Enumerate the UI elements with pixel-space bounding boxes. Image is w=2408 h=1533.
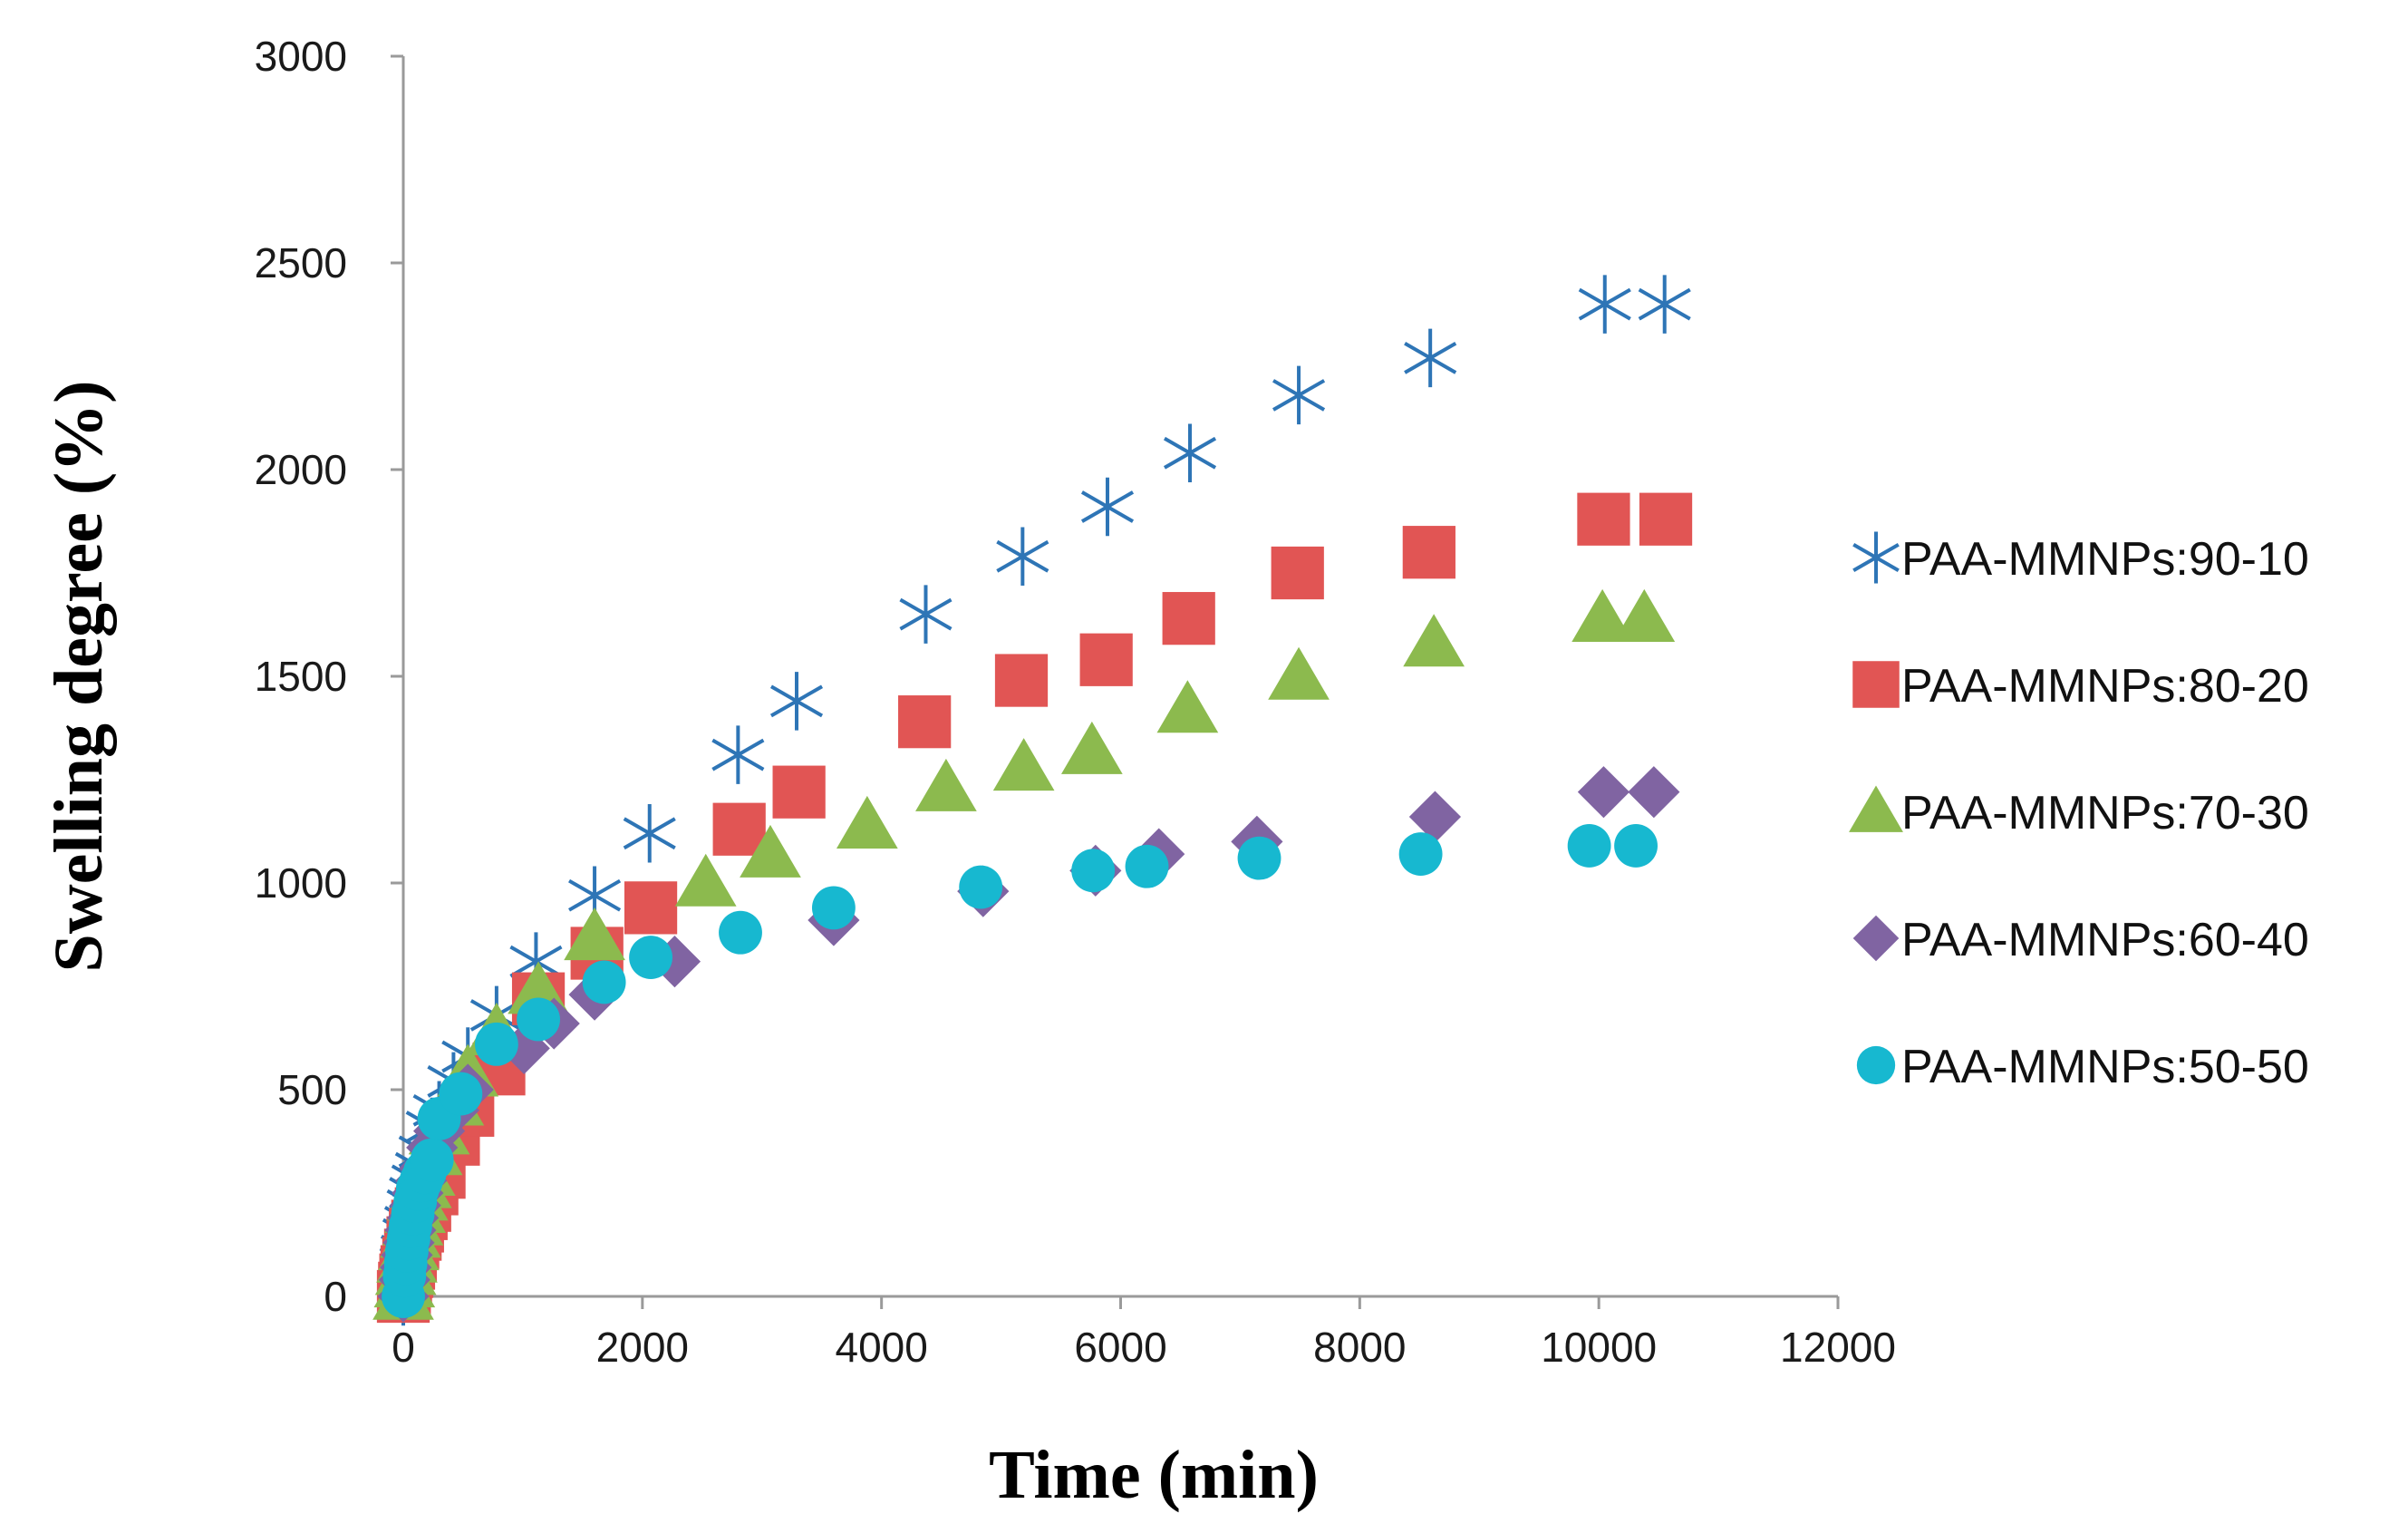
data-point: [959, 865, 1003, 909]
data-point: [915, 758, 977, 811]
y-tick-label: 2000: [255, 446, 347, 493]
data-point: [740, 824, 801, 878]
data-point: [996, 527, 1049, 586]
axis-ticks: 0 2000 4000 6000 8000 10000 12000 0 500 1000 1500 2…: [255, 33, 1896, 1371]
data-point: [1578, 275, 1631, 334]
data-point: [836, 795, 898, 849]
y-axis-title: Swelling degree (%): [41, 381, 117, 973]
x-tick-label: 0: [392, 1324, 415, 1371]
y-tick-label: 1500: [255, 653, 347, 700]
y-tick-label: 0: [324, 1273, 347, 1320]
x-axis-title: Time (min): [989, 1437, 1319, 1513]
y-tick-label: 2500: [255, 239, 347, 286]
data-point: [439, 1072, 483, 1116]
data-point: [1237, 836, 1281, 880]
legend-label: PAA-MMNPs:70-30: [1901, 787, 2309, 839]
x-tick-label: 2000: [596, 1324, 689, 1371]
data-point: [629, 936, 672, 979]
data-point: [1268, 646, 1330, 700]
data-point: [1163, 423, 1217, 482]
legend-label: PAA-MMNPs:50-50: [1901, 1041, 2309, 1093]
data-point: [1577, 492, 1630, 546]
data-point: [1404, 328, 1457, 388]
data-point: [711, 725, 765, 784]
data-point: [1577, 766, 1630, 819]
data-point: [1272, 365, 1326, 425]
data-point: [1402, 526, 1455, 579]
data-point: [474, 1022, 518, 1066]
legend-label: PAA-MMNPs:80-20: [1901, 660, 2309, 713]
legend-marker: [1852, 661, 1900, 708]
data-point: [674, 853, 737, 907]
data-point: [712, 802, 766, 856]
x-tick-label: 10000: [1541, 1324, 1657, 1371]
data-point: [1567, 824, 1611, 868]
data-point: [1398, 832, 1443, 877]
x-tick-label: 6000: [1074, 1324, 1166, 1371]
series-4: [377, 766, 1680, 1323]
data-point: [564, 907, 625, 961]
legend-marker: [1852, 915, 1900, 962]
x-tick-label: 12000: [1780, 1324, 1896, 1371]
series-1: [376, 275, 1691, 1326]
data-point: [1080, 477, 1135, 537]
data-point: [1071, 849, 1116, 893]
data-point: [1162, 592, 1215, 645]
y-tick-label: 3000: [255, 33, 347, 80]
data-point: [719, 910, 762, 955]
series-5: [382, 824, 1658, 1318]
data-point: [1614, 824, 1658, 868]
data-point: [1613, 588, 1676, 642]
data-point: [1403, 614, 1465, 667]
data-point: [772, 765, 826, 819]
data-point: [623, 804, 676, 863]
data-point: [811, 886, 856, 930]
data-point: [899, 585, 953, 644]
legend: PAA-MMNPs:90-10 PAA-MMNPs:80-20 PAA-MMNPs:…: [1849, 531, 2309, 1093]
data-point: [624, 881, 678, 935]
legend-marker: [1852, 531, 1900, 584]
data-point: [1571, 588, 1633, 642]
x-tick-label: 8000: [1313, 1324, 1406, 1371]
legend-label: PAA-MMNPs:90-10: [1901, 533, 2309, 586]
data-point: [994, 654, 1049, 707]
legend-marker: [1856, 1045, 1896, 1085]
legend-label: PAA-MMNPs:60-40: [1901, 914, 2309, 966]
data-points: [372, 275, 1693, 1326]
data-point: [1638, 275, 1691, 334]
data-point: [1628, 766, 1680, 819]
data-point: [582, 960, 626, 1004]
data-point: [517, 997, 560, 1042]
data-point: [1271, 546, 1324, 600]
data-point: [1079, 633, 1133, 686]
data-point: [992, 738, 1055, 791]
data-point: [1125, 844, 1169, 888]
y-tick-label: 500: [277, 1066, 347, 1113]
x-tick-label: 4000: [835, 1324, 927, 1371]
data-point: [1408, 791, 1462, 843]
data-point: [1639, 492, 1693, 546]
legend-marker: [1849, 785, 1903, 832]
data-point: [410, 1138, 454, 1182]
y-tick-label: 1000: [255, 859, 347, 907]
data-point: [1060, 721, 1123, 774]
data-point: [1156, 680, 1219, 733]
data-point: [898, 695, 952, 749]
data-point: [769, 672, 824, 731]
